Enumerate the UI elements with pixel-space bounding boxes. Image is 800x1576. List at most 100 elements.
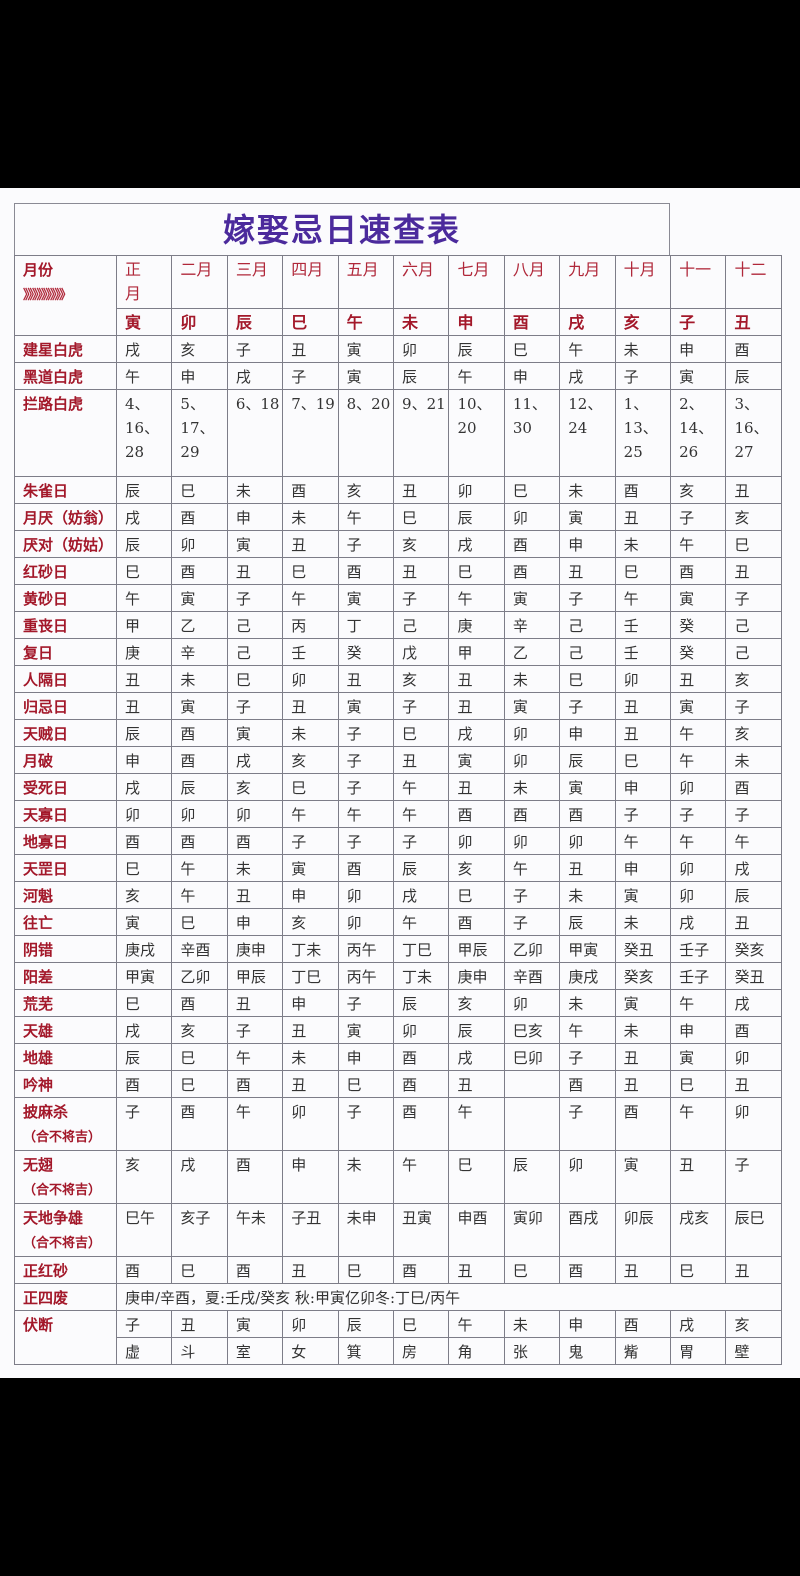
table-cell: 辰 bbox=[115, 476, 173, 504]
table-cell: 己 bbox=[725, 611, 782, 639]
table-row: 建星白虎 戌亥子丑寅卯辰巳午未申酉 bbox=[14, 335, 782, 363]
table-cell: 丑 bbox=[393, 746, 450, 774]
table-cell: 巳 bbox=[115, 854, 173, 882]
table-row: 阳差 甲寅 乙卯 甲辰 丁巳 丙午 丁未 庚申 辛酉 庚戌 癸亥 壬子 癸丑 bbox=[14, 962, 782, 990]
table-cell: 酉 bbox=[670, 557, 727, 585]
table-cell: 丑 bbox=[559, 557, 616, 585]
month-branch: 卯 bbox=[171, 308, 228, 336]
table-cell: 巳 bbox=[171, 1070, 228, 1098]
table-cell: 卯 bbox=[337, 908, 395, 936]
table-cell: 甲 bbox=[448, 638, 505, 666]
row-label: 建星白虎 bbox=[14, 335, 117, 363]
table-cell: 巳 bbox=[171, 1256, 228, 1284]
table-cell: 酉 bbox=[448, 800, 505, 828]
row-label-text: 天地争雄 bbox=[23, 1209, 84, 1227]
table-cell: 5、 17、 29 bbox=[171, 389, 228, 477]
table-cell: 子 bbox=[393, 827, 450, 855]
table-cell: 子 bbox=[670, 503, 727, 531]
table-cell: 酉 bbox=[171, 719, 228, 747]
table-cell: 戌 bbox=[670, 908, 727, 936]
table-cell: 酉 bbox=[725, 1016, 782, 1044]
row-label: 无翅 （合不将吉） bbox=[14, 1150, 117, 1204]
table-cell: 寅 bbox=[337, 335, 395, 363]
table-cell: 午 bbox=[670, 746, 727, 774]
table-cell: 子 bbox=[226, 1016, 284, 1044]
table-cell: 3、 16、 27 bbox=[725, 389, 782, 477]
table-cell: 巳 bbox=[503, 1256, 561, 1284]
table-cell: 巳 bbox=[725, 530, 782, 558]
table-cell: 子 bbox=[337, 1097, 395, 1151]
table-cell: 寅 bbox=[171, 692, 228, 720]
table-cell: 午 bbox=[670, 719, 727, 747]
table-cell: 张 bbox=[503, 1337, 561, 1365]
table-cell: 8、20 bbox=[337, 389, 395, 477]
row-label-text: 重丧日 bbox=[23, 617, 69, 635]
month-header: 九月 bbox=[559, 255, 616, 309]
table-cell: 癸 bbox=[670, 638, 727, 666]
table-cell: 己 bbox=[226, 638, 284, 666]
row-label: 天寡日 bbox=[14, 800, 117, 828]
month-branch: 子 bbox=[670, 308, 727, 336]
table-cell: 卯 bbox=[503, 989, 561, 1017]
table-cell: 申 bbox=[614, 773, 672, 801]
table-cell: 丑 bbox=[725, 1070, 782, 1098]
table-cell: 亥 bbox=[226, 773, 284, 801]
table-cell: 戌 bbox=[448, 1043, 505, 1071]
table-cell: 卯 bbox=[282, 1097, 339, 1151]
table-cell: 戌 bbox=[226, 362, 284, 390]
table-cell: 申 bbox=[282, 1150, 339, 1204]
table-row: 红砂日巳酉丑巳酉丑巳酉丑巳酉丑 bbox=[14, 557, 782, 585]
table-row: 拦路白虎 4、 16、 28 5、 17、 29 6、18 7、19 8、20 9、21 10… bbox=[14, 389, 782, 477]
table-cell: 丑 bbox=[115, 692, 173, 720]
month-branch: 亥 bbox=[614, 308, 672, 336]
table-cell: 子 bbox=[503, 881, 561, 909]
month-header: 七月 bbox=[448, 255, 505, 309]
table-cell: 酉 bbox=[559, 1256, 616, 1284]
row-label: 阴错 bbox=[14, 935, 117, 963]
table-cell: 酉 bbox=[503, 557, 561, 585]
table-cell: 癸 bbox=[670, 611, 727, 639]
table-cell: 戌 bbox=[115, 335, 173, 363]
table-cell: 巳 bbox=[337, 1256, 395, 1284]
table-cell: 戌 bbox=[725, 989, 782, 1017]
table-cell: 申 bbox=[670, 335, 727, 363]
table-cell: 午 bbox=[559, 335, 616, 363]
table-cell: 卯 bbox=[725, 1043, 782, 1071]
table-cell: 丑 bbox=[282, 335, 339, 363]
table-cell: 子 bbox=[725, 692, 782, 720]
table-cell: 未 bbox=[559, 989, 616, 1017]
row-label-text: 红砂日 bbox=[23, 563, 69, 581]
table-cell: 卯 bbox=[171, 800, 228, 828]
table-cell: 亥 bbox=[725, 503, 782, 531]
table-cell: 7、19 bbox=[282, 389, 339, 477]
table-cell: 卯 bbox=[448, 827, 505, 855]
row-label-text: 归忌日 bbox=[23, 698, 69, 716]
table-cell: 申 bbox=[503, 362, 561, 390]
table-cell: 巳 bbox=[171, 908, 228, 936]
table-cell: 申 bbox=[670, 1016, 727, 1044]
table-cell: 戌亥 bbox=[670, 1203, 727, 1257]
row-label-text: 河魁 bbox=[23, 887, 54, 905]
table-cell: 午 bbox=[670, 530, 727, 558]
row-label-text: 朱雀日 bbox=[23, 482, 69, 500]
table-cell: 午 bbox=[393, 908, 450, 936]
table-cell: 巳 bbox=[559, 665, 616, 693]
row-label-text: 建星白虎 bbox=[23, 341, 84, 359]
row-label: 正红砂 bbox=[14, 1256, 117, 1284]
table-cell: 亥 bbox=[115, 881, 173, 909]
table-cell: 酉 bbox=[393, 1043, 450, 1071]
table-cell: 巳 bbox=[171, 476, 228, 504]
table-cell: 子 bbox=[393, 692, 450, 720]
table-cell: 卯 bbox=[393, 335, 450, 363]
table-cell: 申 bbox=[115, 746, 173, 774]
table-cell: 己 bbox=[226, 611, 284, 639]
table-cell: 酉 bbox=[226, 1070, 284, 1098]
table-cell: 申 bbox=[282, 989, 339, 1017]
arrows-decoration: 》》》》》》》》》 bbox=[23, 288, 72, 303]
month-header-label: 月份 》》》》》》》》》 bbox=[14, 255, 117, 336]
table-cell: 辰 bbox=[115, 530, 173, 558]
table-cell: 亥 bbox=[115, 1150, 173, 1204]
table-cell: 亥 bbox=[725, 1310, 782, 1338]
table-cell: 午 bbox=[503, 854, 561, 882]
table-cell: 午 bbox=[614, 584, 672, 612]
